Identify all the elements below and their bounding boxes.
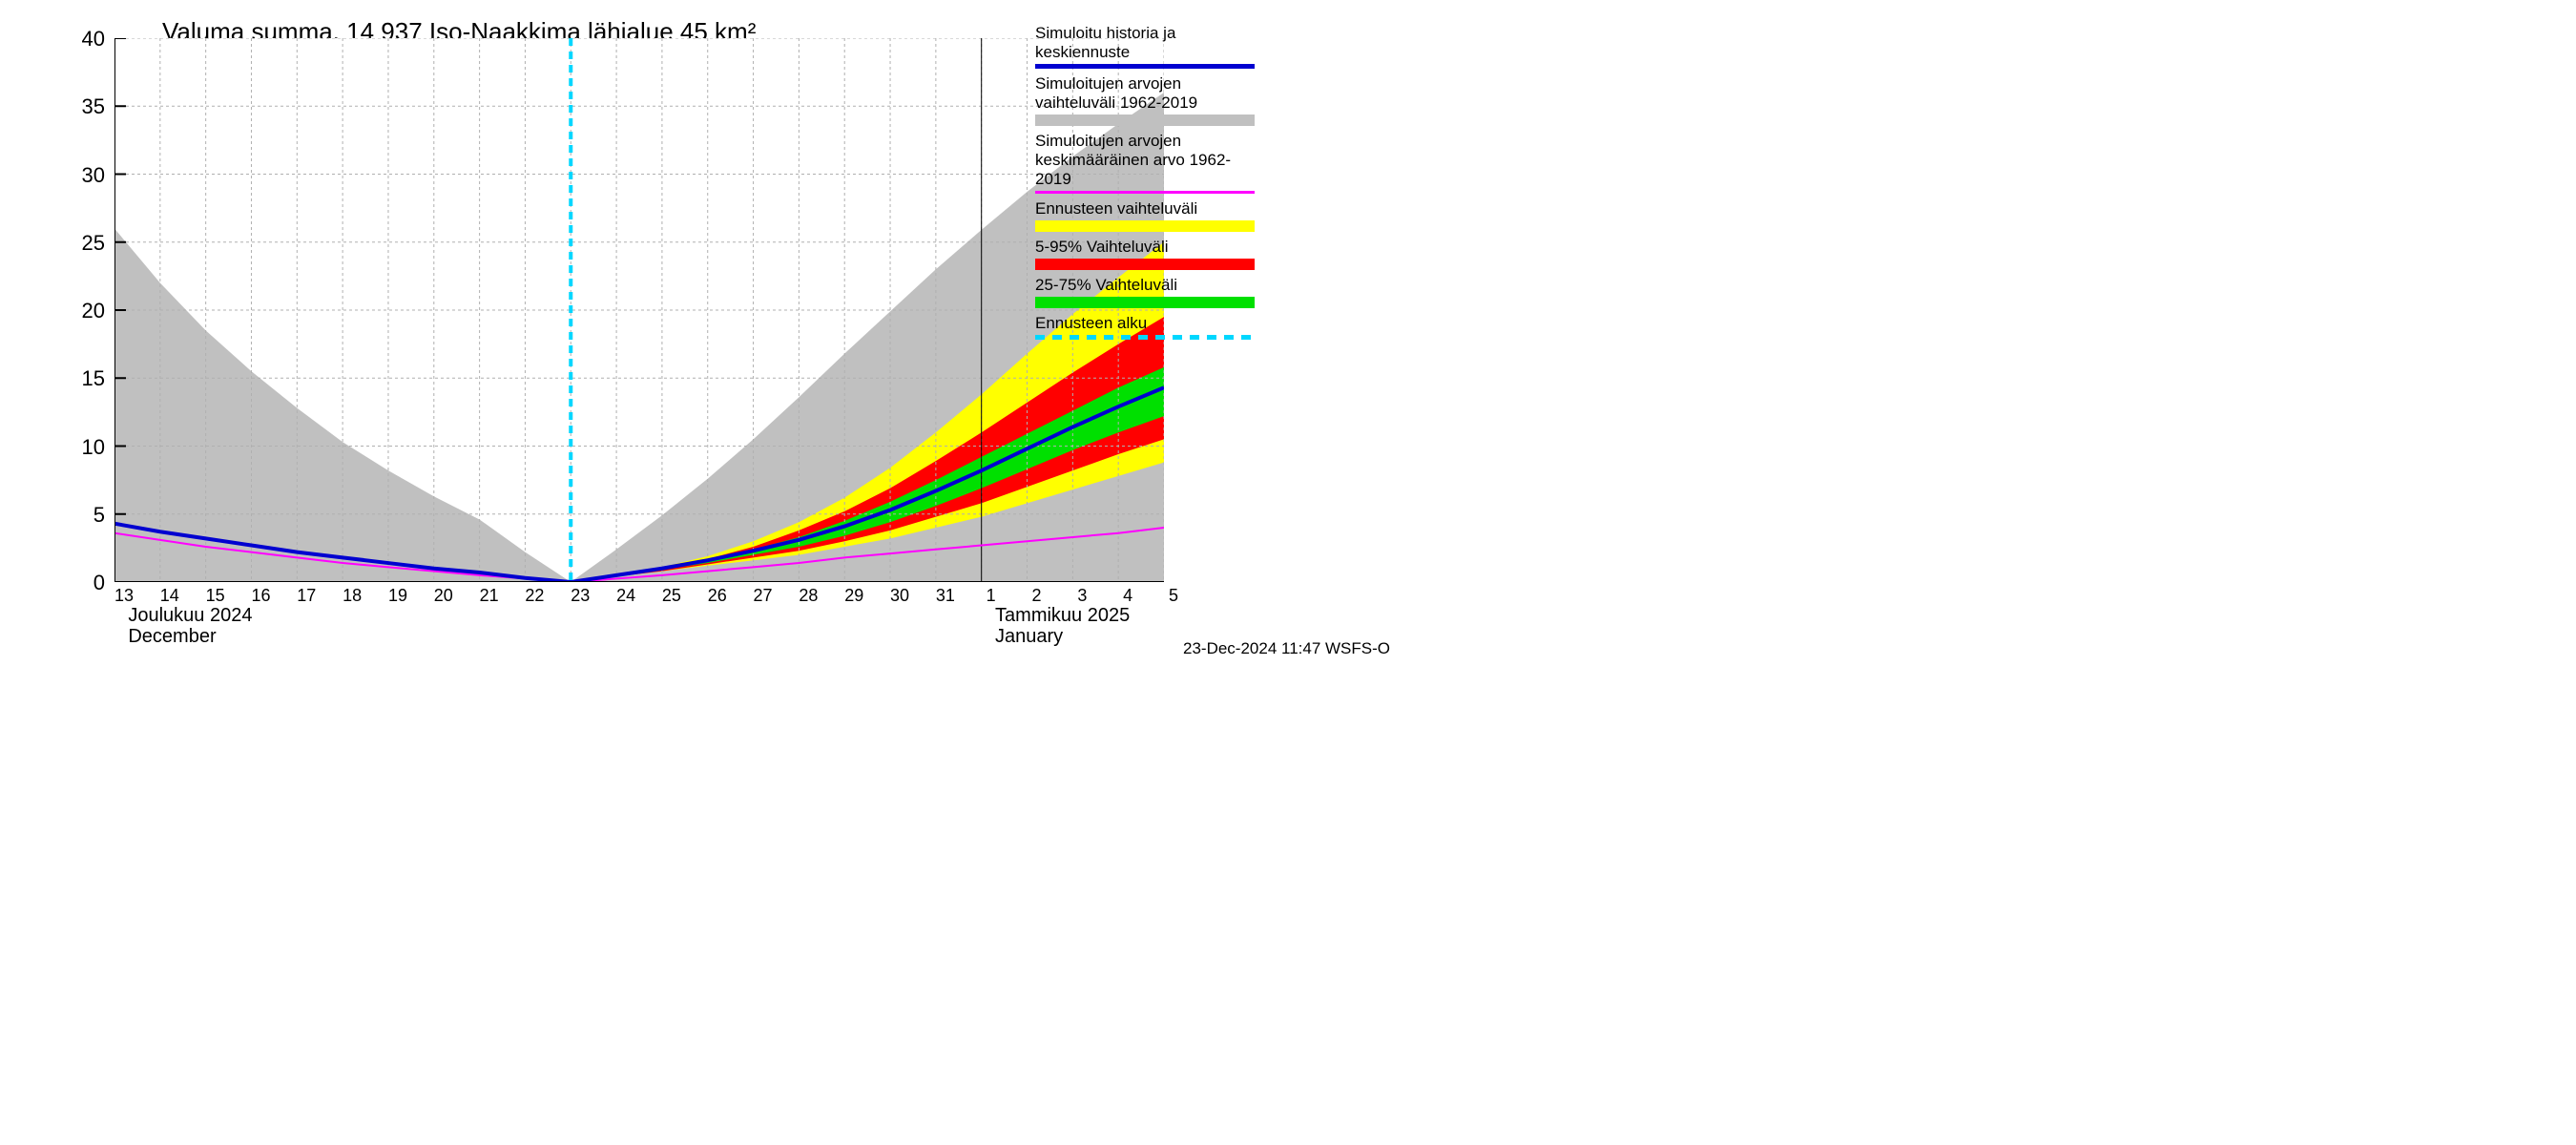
legend-entry: Ennusteen vaihteluväli <box>1035 199 1255 232</box>
x-tick-label: 23 <box>571 586 590 606</box>
legend-swatch <box>1035 335 1255 340</box>
x-tick-label: 2 <box>1032 586 1042 606</box>
y-tick-label: 0 <box>67 571 105 595</box>
x-tick-label: 1 <box>987 586 996 606</box>
legend-swatch <box>1035 220 1255 232</box>
x-tick-label: 22 <box>525 586 544 606</box>
x-tick-label: 18 <box>343 586 362 606</box>
plot-svg <box>114 38 1164 582</box>
legend: Simuloitu historia ja keskiennuste Simulo… <box>1035 24 1255 345</box>
footer-timestamp: 23-Dec-2024 11:47 WSFS-O <box>1183 639 1390 658</box>
legend-entry: Ennusteen alku <box>1035 314 1255 340</box>
x-tick-label: 19 <box>388 586 407 606</box>
legend-entry: Simuloitujen arvojen vaihteluväli 1962-2… <box>1035 74 1255 126</box>
x-tick-label: 28 <box>799 586 818 606</box>
legend-entry: Simuloitu historia ja keskiennuste <box>1035 24 1255 69</box>
x-tick-label: 15 <box>206 586 225 606</box>
month-label: January <box>995 626 1063 648</box>
legend-entry: Simuloitujen arvojen keskimääräinen arvo… <box>1035 132 1255 194</box>
legend-entry: 25-75% Vaihteluväli <box>1035 276 1255 308</box>
legend-swatch <box>1035 259 1255 270</box>
legend-label: 25-75% Vaihteluväli <box>1035 276 1255 295</box>
y-tick-label: 5 <box>67 503 105 528</box>
x-tick-label: 3 <box>1077 586 1087 606</box>
legend-entry: 5-95% Vaihteluväli <box>1035 238 1255 270</box>
y-tick-label: 35 <box>67 94 105 119</box>
legend-swatch <box>1035 114 1255 126</box>
legend-swatch <box>1035 297 1255 308</box>
legend-label: Simuloitujen arvojen keskimääräinen arvo… <box>1035 132 1255 189</box>
x-tick-label: 16 <box>251 586 270 606</box>
plot-area <box>114 38 1164 582</box>
y-tick-label: 25 <box>67 231 105 256</box>
y-tick-label: 15 <box>67 366 105 391</box>
legend-swatch <box>1035 191 1255 194</box>
x-tick-label: 30 <box>890 586 909 606</box>
legend-label: Simuloitu historia ja keskiennuste <box>1035 24 1255 62</box>
month-label: Joulukuu 2024 <box>128 605 252 627</box>
y-tick-label: 30 <box>67 163 105 188</box>
x-tick-label: 21 <box>480 586 499 606</box>
y-tick-label: 20 <box>67 299 105 323</box>
y-tick-label: 10 <box>67 435 105 460</box>
x-tick-label: 14 <box>160 586 179 606</box>
x-tick-label: 29 <box>844 586 863 606</box>
x-tick-label: 31 <box>936 586 955 606</box>
chart-container: Valuma summa, 14 937 Iso-Naakkima lähial… <box>0 0 1431 668</box>
legend-swatch <box>1035 64 1255 69</box>
x-tick-label: 26 <box>708 586 727 606</box>
x-tick-label: 27 <box>754 586 773 606</box>
x-tick-label: 20 <box>434 586 453 606</box>
x-tick-label: 24 <box>616 586 635 606</box>
x-tick-label: 17 <box>297 586 316 606</box>
y-tick-label: 40 <box>67 27 105 52</box>
month-label: Tammikuu 2025 <box>995 605 1130 627</box>
legend-label: Simuloitujen arvojen vaihteluväli 1962-2… <box>1035 74 1255 113</box>
legend-label: Ennusteen alku <box>1035 314 1255 333</box>
legend-label: 5-95% Vaihteluväli <box>1035 238 1255 257</box>
x-tick-label: 4 <box>1123 586 1132 606</box>
x-tick-label: 5 <box>1169 586 1178 606</box>
legend-label: Ennusteen vaihteluväli <box>1035 199 1255 219</box>
x-tick-label: 25 <box>662 586 681 606</box>
x-tick-label: 13 <box>114 586 134 606</box>
month-label: December <box>128 626 216 648</box>
